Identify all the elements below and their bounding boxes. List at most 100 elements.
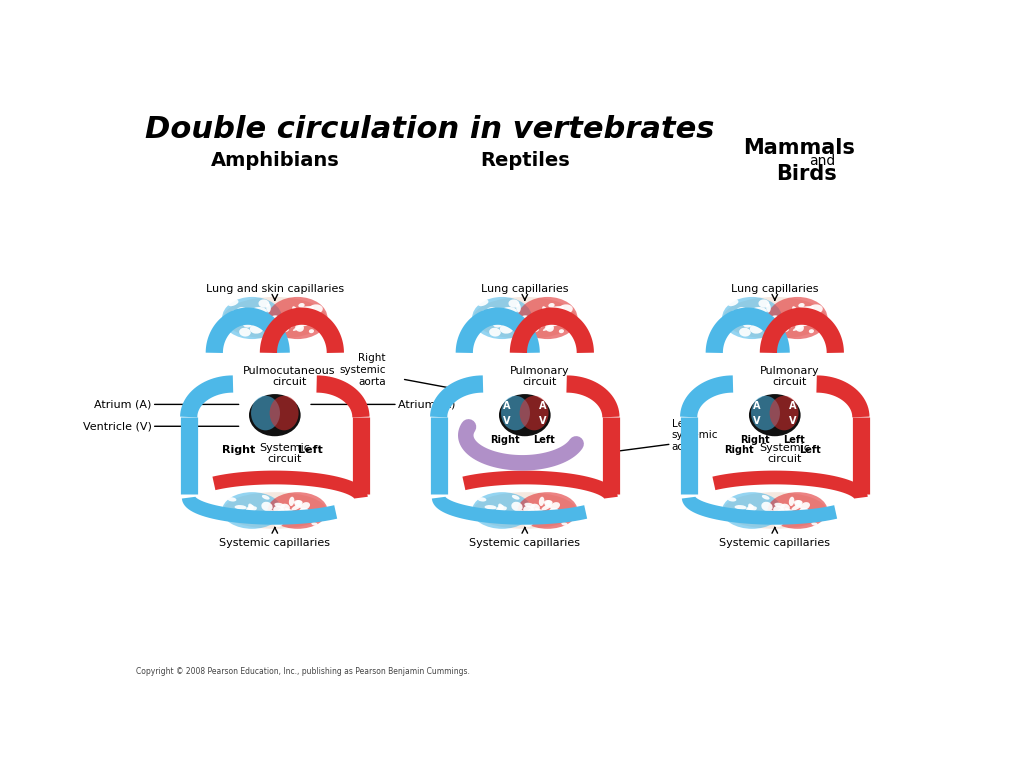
Ellipse shape xyxy=(759,300,769,308)
Text: Right
systemic
aorta: Right systemic aorta xyxy=(339,353,386,387)
Ellipse shape xyxy=(272,327,285,332)
Ellipse shape xyxy=(238,510,244,516)
Ellipse shape xyxy=(296,323,307,326)
Ellipse shape xyxy=(520,316,528,319)
Ellipse shape xyxy=(561,522,567,526)
Ellipse shape xyxy=(246,505,254,513)
Text: Systemic capillaries: Systemic capillaries xyxy=(469,538,581,548)
Ellipse shape xyxy=(543,324,554,331)
Ellipse shape xyxy=(285,320,294,328)
Ellipse shape xyxy=(274,503,285,508)
Ellipse shape xyxy=(230,310,238,317)
Ellipse shape xyxy=(289,497,295,506)
Ellipse shape xyxy=(774,503,784,508)
Text: Systemic capillaries: Systemic capillaries xyxy=(219,538,331,548)
Ellipse shape xyxy=(487,510,494,516)
Ellipse shape xyxy=(240,328,251,336)
Ellipse shape xyxy=(545,501,552,507)
Ellipse shape xyxy=(249,394,301,436)
Ellipse shape xyxy=(740,516,748,521)
Ellipse shape xyxy=(546,323,558,326)
Ellipse shape xyxy=(499,394,551,436)
Ellipse shape xyxy=(498,318,509,323)
Ellipse shape xyxy=(548,303,555,308)
Ellipse shape xyxy=(289,512,294,517)
Ellipse shape xyxy=(241,516,248,521)
Text: Ventricle (V): Ventricle (V) xyxy=(83,422,152,432)
Ellipse shape xyxy=(559,329,564,333)
Ellipse shape xyxy=(727,497,736,502)
Ellipse shape xyxy=(265,324,270,330)
Ellipse shape xyxy=(281,504,290,511)
Ellipse shape xyxy=(472,492,532,529)
Ellipse shape xyxy=(793,324,804,331)
Ellipse shape xyxy=(737,510,744,516)
Text: A: A xyxy=(790,401,797,411)
Ellipse shape xyxy=(300,306,314,310)
Ellipse shape xyxy=(473,492,577,529)
Ellipse shape xyxy=(523,506,535,515)
Ellipse shape xyxy=(228,300,239,306)
Ellipse shape xyxy=(478,300,488,306)
Ellipse shape xyxy=(755,314,765,320)
Ellipse shape xyxy=(750,324,763,333)
Ellipse shape xyxy=(722,297,782,339)
Text: Left
systemic
aorta: Left systemic aorta xyxy=(672,419,718,452)
Ellipse shape xyxy=(792,504,802,511)
Text: Left: Left xyxy=(800,445,821,455)
Ellipse shape xyxy=(524,520,534,527)
Ellipse shape xyxy=(295,323,304,332)
Ellipse shape xyxy=(294,500,303,505)
Ellipse shape xyxy=(496,514,503,518)
Ellipse shape xyxy=(237,314,248,322)
Ellipse shape xyxy=(780,504,790,511)
Ellipse shape xyxy=(746,514,753,518)
Ellipse shape xyxy=(477,497,486,502)
Text: V: V xyxy=(539,416,547,426)
Ellipse shape xyxy=(295,501,302,507)
Ellipse shape xyxy=(765,324,770,330)
Ellipse shape xyxy=(501,396,530,430)
Ellipse shape xyxy=(517,492,578,529)
Ellipse shape xyxy=(528,511,532,521)
Ellipse shape xyxy=(748,318,759,323)
Ellipse shape xyxy=(473,297,577,339)
Ellipse shape xyxy=(276,509,283,518)
Text: Reptiles: Reptiles xyxy=(480,151,569,170)
Ellipse shape xyxy=(285,508,295,514)
Ellipse shape xyxy=(553,312,559,316)
Text: Right: Right xyxy=(222,445,256,455)
Ellipse shape xyxy=(260,321,270,329)
Ellipse shape xyxy=(800,306,814,310)
Ellipse shape xyxy=(282,323,287,334)
Ellipse shape xyxy=(749,394,801,436)
Ellipse shape xyxy=(299,508,309,517)
Ellipse shape xyxy=(746,506,757,512)
Ellipse shape xyxy=(262,495,269,500)
Text: Lung capillaries: Lung capillaries xyxy=(481,284,568,294)
Ellipse shape xyxy=(753,307,767,314)
Ellipse shape xyxy=(489,328,501,336)
Ellipse shape xyxy=(799,508,809,517)
Ellipse shape xyxy=(788,497,795,506)
Text: Right: Right xyxy=(740,435,770,445)
Ellipse shape xyxy=(486,307,498,315)
Text: Left: Left xyxy=(534,435,555,445)
Ellipse shape xyxy=(298,303,305,308)
Ellipse shape xyxy=(796,323,808,326)
Ellipse shape xyxy=(511,502,522,511)
Ellipse shape xyxy=(723,297,826,339)
Ellipse shape xyxy=(796,323,804,332)
Text: Pulmonary
circuit: Pulmonary circuit xyxy=(760,366,819,388)
Ellipse shape xyxy=(292,306,297,313)
Ellipse shape xyxy=(494,512,506,520)
Ellipse shape xyxy=(722,492,782,529)
Text: Systemic
circuit: Systemic circuit xyxy=(759,443,810,465)
Ellipse shape xyxy=(800,502,810,510)
Text: Amphibians: Amphibians xyxy=(211,151,339,170)
Ellipse shape xyxy=(269,396,299,430)
Ellipse shape xyxy=(261,502,272,511)
Text: Systemic
circuit: Systemic circuit xyxy=(259,443,310,465)
Ellipse shape xyxy=(804,312,809,316)
Ellipse shape xyxy=(279,511,283,521)
